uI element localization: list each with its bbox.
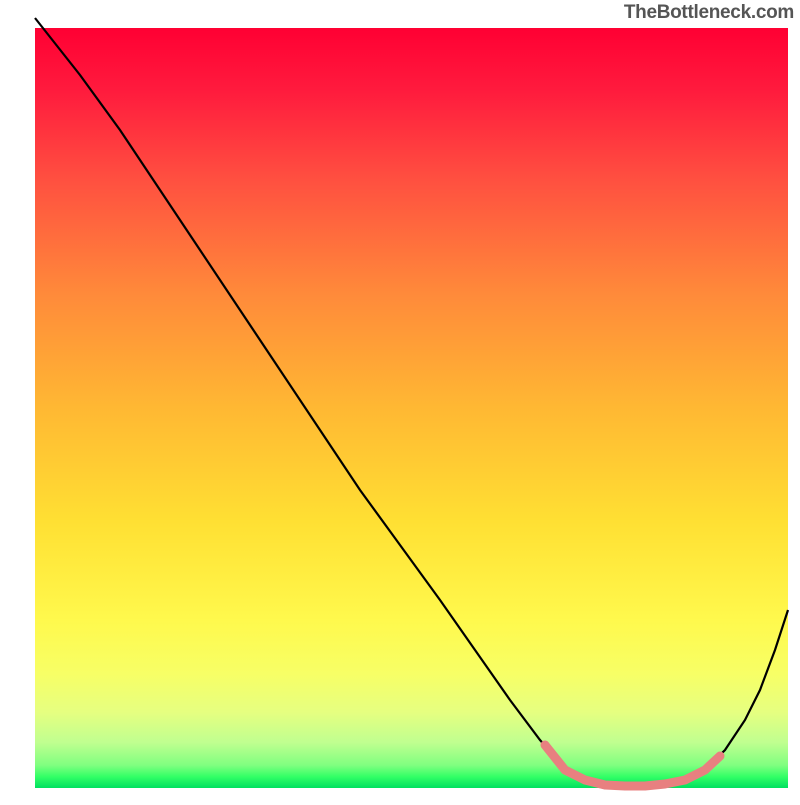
gradient-background (35, 28, 788, 788)
plot-svg (0, 0, 800, 800)
chart-container: TheBottleneck.com (0, 0, 800, 800)
watermark-text: TheBottleneck.com (624, 2, 794, 24)
